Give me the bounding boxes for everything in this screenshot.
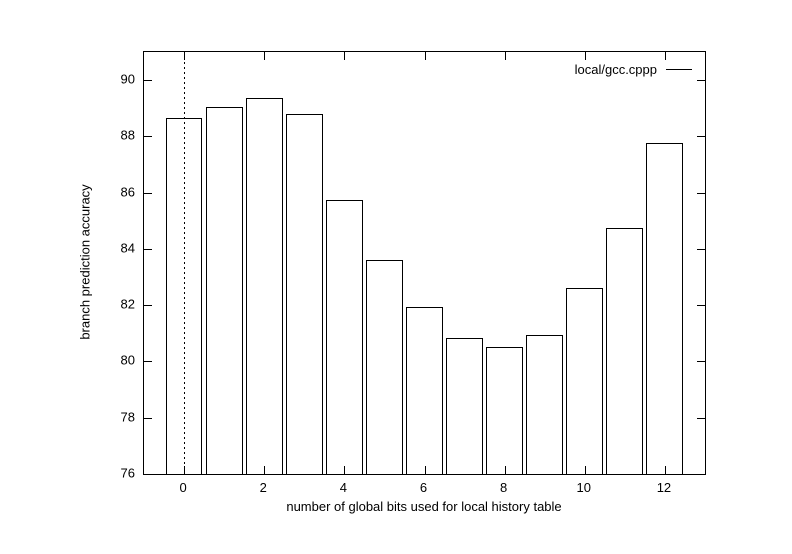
- x-tick-label: 4: [339, 480, 347, 495]
- y-tick-label: 86: [120, 184, 135, 200]
- bar: [406, 306, 443, 474]
- bar: [205, 106, 243, 474]
- bar: [285, 113, 323, 474]
- x-tick-label: 6: [419, 480, 428, 495]
- y-tick-left: [144, 361, 152, 363]
- bar: [325, 199, 363, 474]
- x-tick-top: [584, 52, 586, 60]
- x-tick-label: 10: [576, 480, 592, 495]
- y-tick-right: [697, 305, 705, 307]
- x-axis-title: number of global bits used for local his…: [286, 499, 562, 514]
- bar: [526, 334, 564, 474]
- bar: [245, 98, 283, 474]
- legend: local/gcc.cppp: [575, 62, 692, 77]
- x-tick-label: 12: [656, 480, 672, 495]
- y-tick-left: [144, 136, 152, 138]
- y-tick-left: [144, 417, 152, 419]
- y-tick-label: 88: [120, 127, 135, 143]
- y-tick-left: [144, 80, 152, 82]
- y-tick-right: [697, 417, 705, 419]
- y-tick-left: [144, 192, 152, 194]
- x-tick-bottom: [664, 466, 666, 474]
- x-tick-top: [344, 52, 346, 60]
- legend-label: local/gcc.cppp: [574, 62, 657, 77]
- y-tick-label: 82: [120, 296, 135, 312]
- y-tick-right: [697, 474, 705, 475]
- x-tick-top: [264, 52, 266, 60]
- y-tick-right: [697, 80, 705, 82]
- y-tick-label: 76: [120, 465, 135, 481]
- bar: [606, 227, 644, 474]
- x-tick-bottom: [424, 466, 426, 474]
- x-tick-top: [424, 52, 426, 60]
- x-tick-label: 8: [500, 480, 508, 495]
- y-tick-label: 84: [120, 240, 135, 256]
- x-tick-bottom: [264, 466, 266, 474]
- x-tick-bottom: [344, 466, 346, 474]
- bar: [486, 347, 524, 474]
- y-tick-left: [144, 474, 152, 475]
- x-tick-bottom: [184, 466, 186, 474]
- x-tick-bottom: [504, 466, 506, 474]
- bar: [165, 118, 203, 474]
- x-tick-top: [664, 52, 666, 60]
- plot-area: [143, 51, 706, 475]
- y-tick-left: [144, 305, 152, 307]
- bar: [365, 260, 403, 474]
- y-tick-label: 78: [120, 409, 135, 425]
- x-tick-bottom: [584, 466, 586, 474]
- x-tick-label: 0: [179, 480, 187, 495]
- y-tick-right: [697, 192, 705, 194]
- y-tick-left: [144, 248, 152, 250]
- x-tick-top: [504, 52, 506, 60]
- bar: [646, 143, 684, 474]
- y-tick-right: [697, 361, 705, 363]
- bar: [566, 288, 604, 474]
- x-tick-top: [184, 52, 186, 60]
- x-tick-label: 2: [259, 480, 267, 495]
- bar: [446, 337, 483, 474]
- zero-axis-line: [183, 52, 185, 474]
- y-axis-title: branch prediction accuracy: [77, 184, 93, 340]
- legend-line-sample: [666, 69, 692, 70]
- y-tick-label: 80: [120, 352, 135, 368]
- y-tick-right: [697, 248, 705, 250]
- y-tick-label: 90: [120, 71, 135, 87]
- y-tick-right: [697, 136, 705, 138]
